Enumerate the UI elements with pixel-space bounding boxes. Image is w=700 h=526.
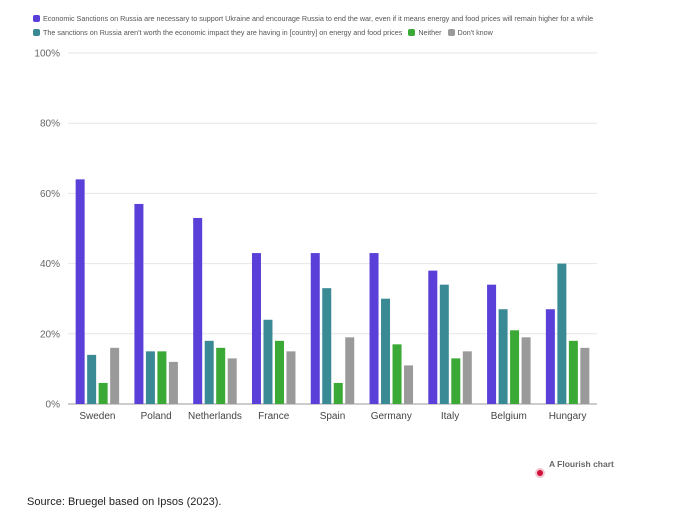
bar-chart: 0% 20% 40% 60% 80% 100% Sweden Poland Netherlan… [34,49,597,422]
bar[interactable] [568,340,578,404]
bar[interactable] [333,382,343,404]
legend-item[interactable]: Economic Sanctions on Russia are necessa… [33,12,593,26]
legend-item[interactable]: Neither [408,26,442,40]
x-tick-label: Sweden [79,411,115,422]
legend-swatch [447,29,455,36]
bar[interactable] [557,263,567,404]
bar[interactable] [322,288,332,404]
bar[interactable] [428,270,438,404]
y-tick-label: 80% [40,119,60,130]
legend-label: Neither [418,28,442,37]
bar[interactable] [193,217,203,404]
bar[interactable] [369,253,379,404]
bar[interactable] [274,340,284,404]
legend-swatch [33,15,40,22]
bar[interactable] [75,179,85,404]
bar[interactable] [216,347,226,404]
legend: Economic Sanctions on Russia are necessa… [33,12,693,40]
bar[interactable] [98,382,108,404]
credit-label: A Flourish chart [549,459,614,469]
bar[interactable] [487,284,497,404]
bar[interactable] [345,337,355,404]
x-tick-label: Germany [371,411,412,422]
bar[interactable] [145,351,155,404]
bar[interactable] [168,361,178,404]
legend-item[interactable]: The sanctions on Russia aren't worth the… [33,26,402,40]
bar[interactable] [134,203,144,404]
bar[interactable] [404,365,414,404]
x-tick-label: France [258,411,290,422]
y-tick-label: 20% [40,329,60,340]
bar[interactable] [227,358,237,404]
legend-label: Don't know [457,28,493,37]
bar[interactable] [157,351,167,404]
legend-swatch [408,29,416,36]
x-tick-label: Belgium [491,411,527,422]
flourish-credit[interactable]: A Flourish chart [537,452,614,476]
y-tick-label: 60% [40,189,60,200]
x-tick-label: Italy [441,411,459,422]
bar[interactable] [510,330,520,404]
bar[interactable] [87,354,97,404]
bar[interactable] [204,340,214,404]
y-tick-label: 40% [40,259,60,270]
bar[interactable] [545,309,555,404]
bar[interactable] [381,298,391,404]
y-tick-label: 100% [34,49,60,60]
x-axis: Sweden Poland Netherlands France Spain German… [79,411,586,422]
bar[interactable] [110,347,120,404]
flourish-logo-icon [537,470,543,476]
legend-label: The sanctions on Russia aren't worth the… [43,28,403,37]
bar[interactable] [580,347,590,404]
legend-swatch [33,29,40,36]
bar[interactable] [521,337,531,404]
bar[interactable] [392,344,402,404]
source-note: Source: Bruegel based on Ipsos (2023). [27,496,222,508]
grid-lines [68,52,597,405]
bar[interactable] [251,253,261,404]
legend-label: Economic Sanctions on Russia are necessa… [43,14,594,23]
x-tick-label: Poland [141,411,172,422]
y-axis: 0% 20% 40% 60% 80% 100% [34,49,60,411]
bar[interactable] [286,351,296,404]
x-tick-label: Netherlands [188,411,242,422]
bar[interactable] [263,319,273,404]
y-tick-label: 0% [46,400,61,411]
x-tick-label: Hungary [549,411,587,422]
bar[interactable] [498,309,508,404]
bar[interactable] [462,351,472,404]
legend-item[interactable]: Don't know [447,26,493,40]
bar[interactable] [451,358,461,404]
bar[interactable] [310,253,320,404]
bar[interactable] [439,284,449,404]
bars [75,179,590,404]
x-tick-label: Spain [320,411,346,422]
